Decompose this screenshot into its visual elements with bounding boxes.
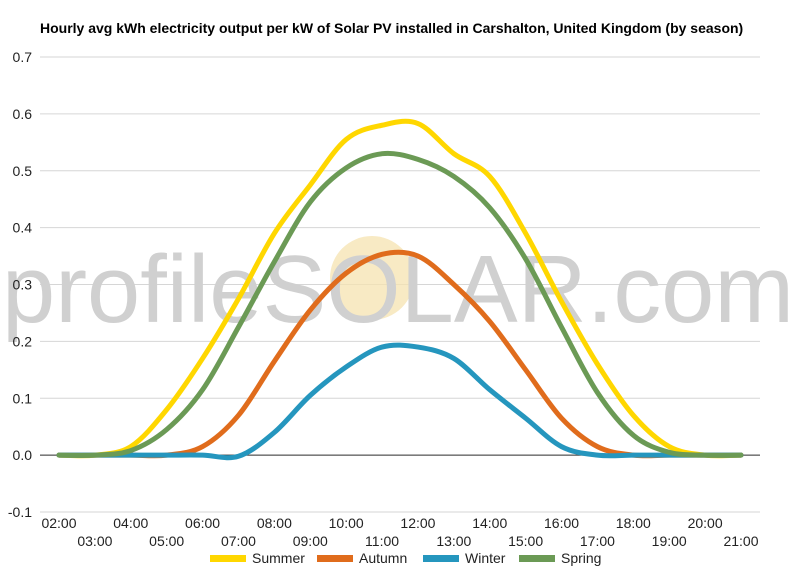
x-tick-label: 15:00 (508, 533, 543, 549)
x-tick-label: 11:00 (365, 533, 399, 549)
legend-swatch (519, 555, 555, 562)
legend-item-summer[interactable]: Summer (210, 550, 305, 566)
x-tick-label: 16:00 (544, 515, 579, 531)
x-tick-label: 06:00 (185, 515, 220, 531)
legend-label: Summer (252, 550, 305, 566)
y-tick-label: 0.5 (13, 163, 33, 179)
y-tick-label: 0.2 (13, 333, 33, 349)
y-tick-label: 0.6 (13, 106, 33, 122)
x-tick-label: 14:00 (472, 515, 507, 531)
chart-title: Hourly avg kWh electricity output per kW… (40, 20, 743, 36)
x-tick-label: 10:00 (329, 515, 364, 531)
x-tick-label: 09:00 (293, 533, 328, 549)
legend-item-winter[interactable]: Winter (423, 550, 506, 566)
x-tick-label: 12:00 (400, 515, 435, 531)
x-tick-label: 18:00 (616, 515, 651, 531)
legend[interactable]: Summer Autumn Winter Spring (210, 550, 601, 566)
legend-item-autumn[interactable]: Autumn (317, 550, 407, 566)
x-tick-label: 19:00 (652, 533, 687, 549)
x-tick-label: 13:00 (436, 533, 471, 549)
legend-item-spring[interactable]: Spring (519, 550, 601, 566)
x-tick-label: 05:00 (149, 533, 184, 549)
legend-swatch (423, 555, 459, 562)
series-line-winter (56, 342, 744, 461)
legend-label: Winter (465, 550, 506, 566)
x-tick-label: 21:00 (723, 533, 758, 549)
x-tick-label: 02:00 (41, 515, 76, 531)
watermark-sun-icon (330, 236, 414, 320)
legend-label: Autumn (359, 550, 407, 566)
x-tick-label: 04:00 (113, 515, 148, 531)
axes: -0.1 0.0 0.1 0.2 0.3 0.4 0.5 0.6 0.7 02:0003:0004… (8, 49, 759, 549)
y-tick-label: 0.7 (13, 49, 33, 65)
y-tick-label: 0.3 (13, 277, 33, 293)
y-tick-label: 0.4 (13, 220, 33, 236)
series-line-summer (56, 118, 744, 459)
y-tick-label: -0.1 (8, 504, 32, 520)
x-tick-label: 03:00 (77, 533, 112, 549)
series-line-spring (56, 150, 744, 458)
x-tick-label: 20:00 (688, 515, 723, 531)
x-tick-label: 17:00 (580, 533, 615, 549)
y-tick-label: 0.0 (13, 447, 33, 463)
series-layer (56, 118, 744, 461)
y-tick-label: 0.1 (13, 390, 33, 406)
x-tick-label: 08:00 (257, 515, 292, 531)
legend-swatch (210, 555, 246, 562)
x-tick-label: 07:00 (221, 533, 256, 549)
legend-label: Spring (561, 550, 601, 566)
legend-swatch (317, 555, 353, 562)
